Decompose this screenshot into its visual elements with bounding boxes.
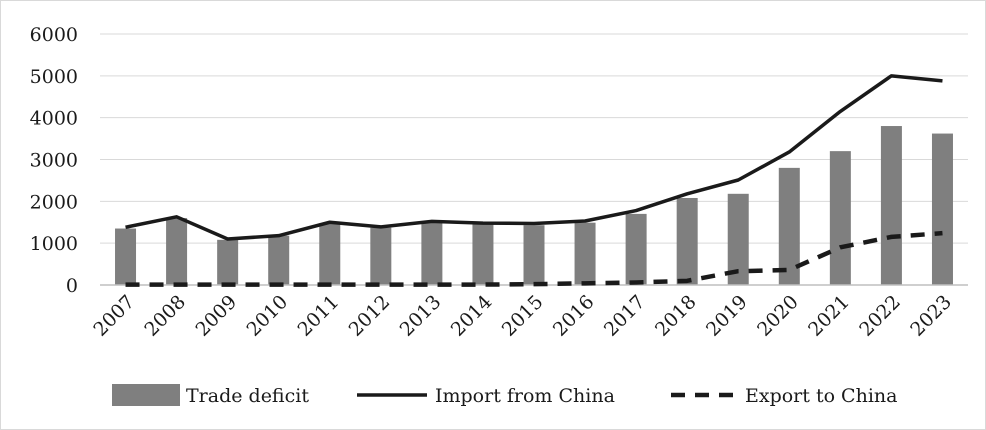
bar-trade-deficit <box>880 126 902 286</box>
y-tick-label: 1000 <box>30 233 78 255</box>
x-tick-label: 2009 <box>191 291 241 341</box>
x-tick-label: 2012 <box>345 291 395 341</box>
bar-trade-deficit <box>115 228 137 285</box>
bar-trade-deficit <box>268 235 290 285</box>
y-tick-label: 6000 <box>30 24 78 46</box>
x-tick-label: 2023 <box>906 291 956 341</box>
bar-trade-deficit <box>166 218 188 285</box>
series-lines <box>125 74 943 287</box>
x-tick-label: 2008 <box>140 291 190 341</box>
x-tick-label: 2007 <box>89 291 139 341</box>
bar-trade-deficit <box>727 193 749 285</box>
x-tick-label: 2013 <box>396 291 446 341</box>
x-tick-label: 2016 <box>549 291 599 341</box>
x-tick-label: 2017 <box>600 291 650 341</box>
bar-trade-deficit <box>217 239 239 285</box>
bar-trade-deficit <box>370 227 392 285</box>
x-tick-label: 2020 <box>753 291 803 341</box>
legend-swatch-trade-deficit <box>112 384 180 406</box>
x-tick-label: 2011 <box>294 291 344 341</box>
x-tick-label: 2018 <box>651 291 701 341</box>
y-tick-label: 2000 <box>30 191 78 213</box>
y-tick-label: 5000 <box>30 66 78 88</box>
x-tick-label: 2010 <box>242 291 292 341</box>
gridlines <box>100 33 968 244</box>
x-tick-label: 2021 <box>804 291 854 341</box>
bar-trade-deficit <box>931 133 953 285</box>
bar-trade-deficit <box>574 222 596 285</box>
legend: Trade deficit Import from China Export to … <box>112 384 897 407</box>
bar-trade-deficit <box>319 223 341 285</box>
x-axis-ticks: 2007 2008 2009 2010 2011 2012 2013 2014 2015 2016… <box>89 291 956 341</box>
bar-trade-deficit <box>421 221 443 285</box>
x-tick-label: 2014 <box>447 291 497 341</box>
y-tick-label: 4000 <box>30 108 78 130</box>
x-tick-label: 2015 <box>498 291 548 341</box>
y-axis-ticks: 0 1000 2000 3000 4000 5000 6000 <box>30 24 78 297</box>
bar-trade-deficit <box>778 167 800 285</box>
bar-trade-deficit <box>676 197 698 285</box>
y-tick-label: 0 <box>66 275 78 297</box>
line-import-from-china <box>125 74 943 241</box>
bars-trade-deficit <box>115 126 953 286</box>
bar-trade-deficit <box>523 225 545 285</box>
legend-label: Trade deficit <box>186 385 309 407</box>
line-export-to-china <box>125 230 943 287</box>
x-tick-label: 2022 <box>855 291 905 341</box>
x-tick-label: 2019 <box>702 291 752 341</box>
bar-trade-deficit <box>472 224 494 285</box>
bar-trade-deficit <box>625 213 647 285</box>
bar-trade-deficit <box>829 151 851 285</box>
legend-label: Export to China <box>745 385 897 407</box>
legend-label: Import from China <box>435 385 615 407</box>
y-tick-label: 3000 <box>30 150 78 172</box>
